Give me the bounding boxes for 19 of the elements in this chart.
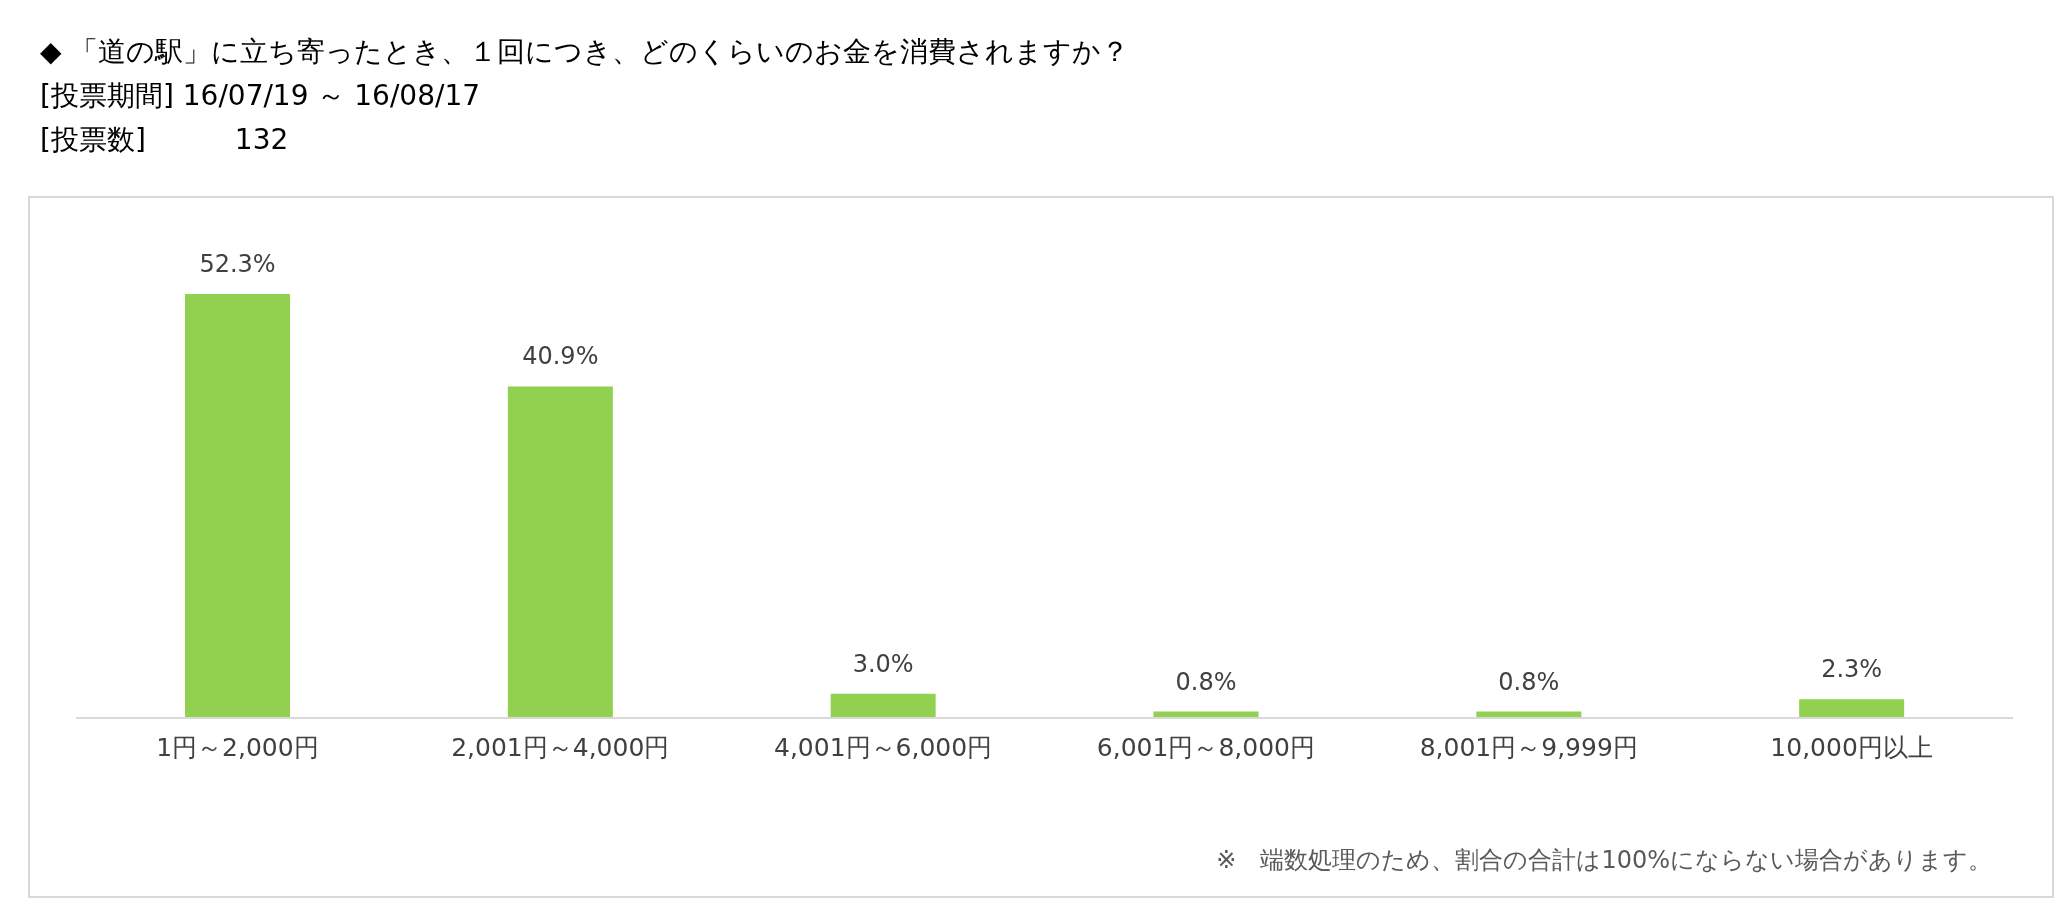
data-label: 0.8%: [1498, 667, 1560, 696]
data-label: 40.9%: [522, 342, 599, 371]
bar: [507, 386, 613, 718]
bar: [1799, 699, 1905, 718]
bar: [185, 294, 290, 718]
chart-subtitle: [投票期間] 16/07/19 ～ 16/08/17 [投票数] 132: [40, 78, 481, 158]
x-tick-label: 8,001円～9,999円: [1419, 732, 1638, 762]
data-label: 3.0%: [852, 649, 914, 678]
data-label: 2.3%: [1821, 655, 1883, 684]
data-label: 52.3%: [199, 250, 276, 278]
data-label: 0.8%: [1175, 667, 1237, 696]
text: ※ 端数処理のため、割合の合計は100%にならない場合があります。: [1216, 845, 1992, 876]
x-tick-label: 4,001円～6,000円: [774, 732, 993, 762]
x-tick-label: 2,001円～4,000円: [451, 732, 670, 762]
x-tick-label: 1円～2,000円: [156, 732, 319, 762]
bar: [830, 693, 936, 718]
x-tick-label: 6,001円～8,000円: [1096, 732, 1315, 762]
x-tick-label: 10,000円以上: [1770, 732, 1933, 762]
chart-title: ◆ 「道の駅」に立ち寄ったとき、１回につき、どのくらいのお金を消費されますか？: [40, 34, 1130, 70]
